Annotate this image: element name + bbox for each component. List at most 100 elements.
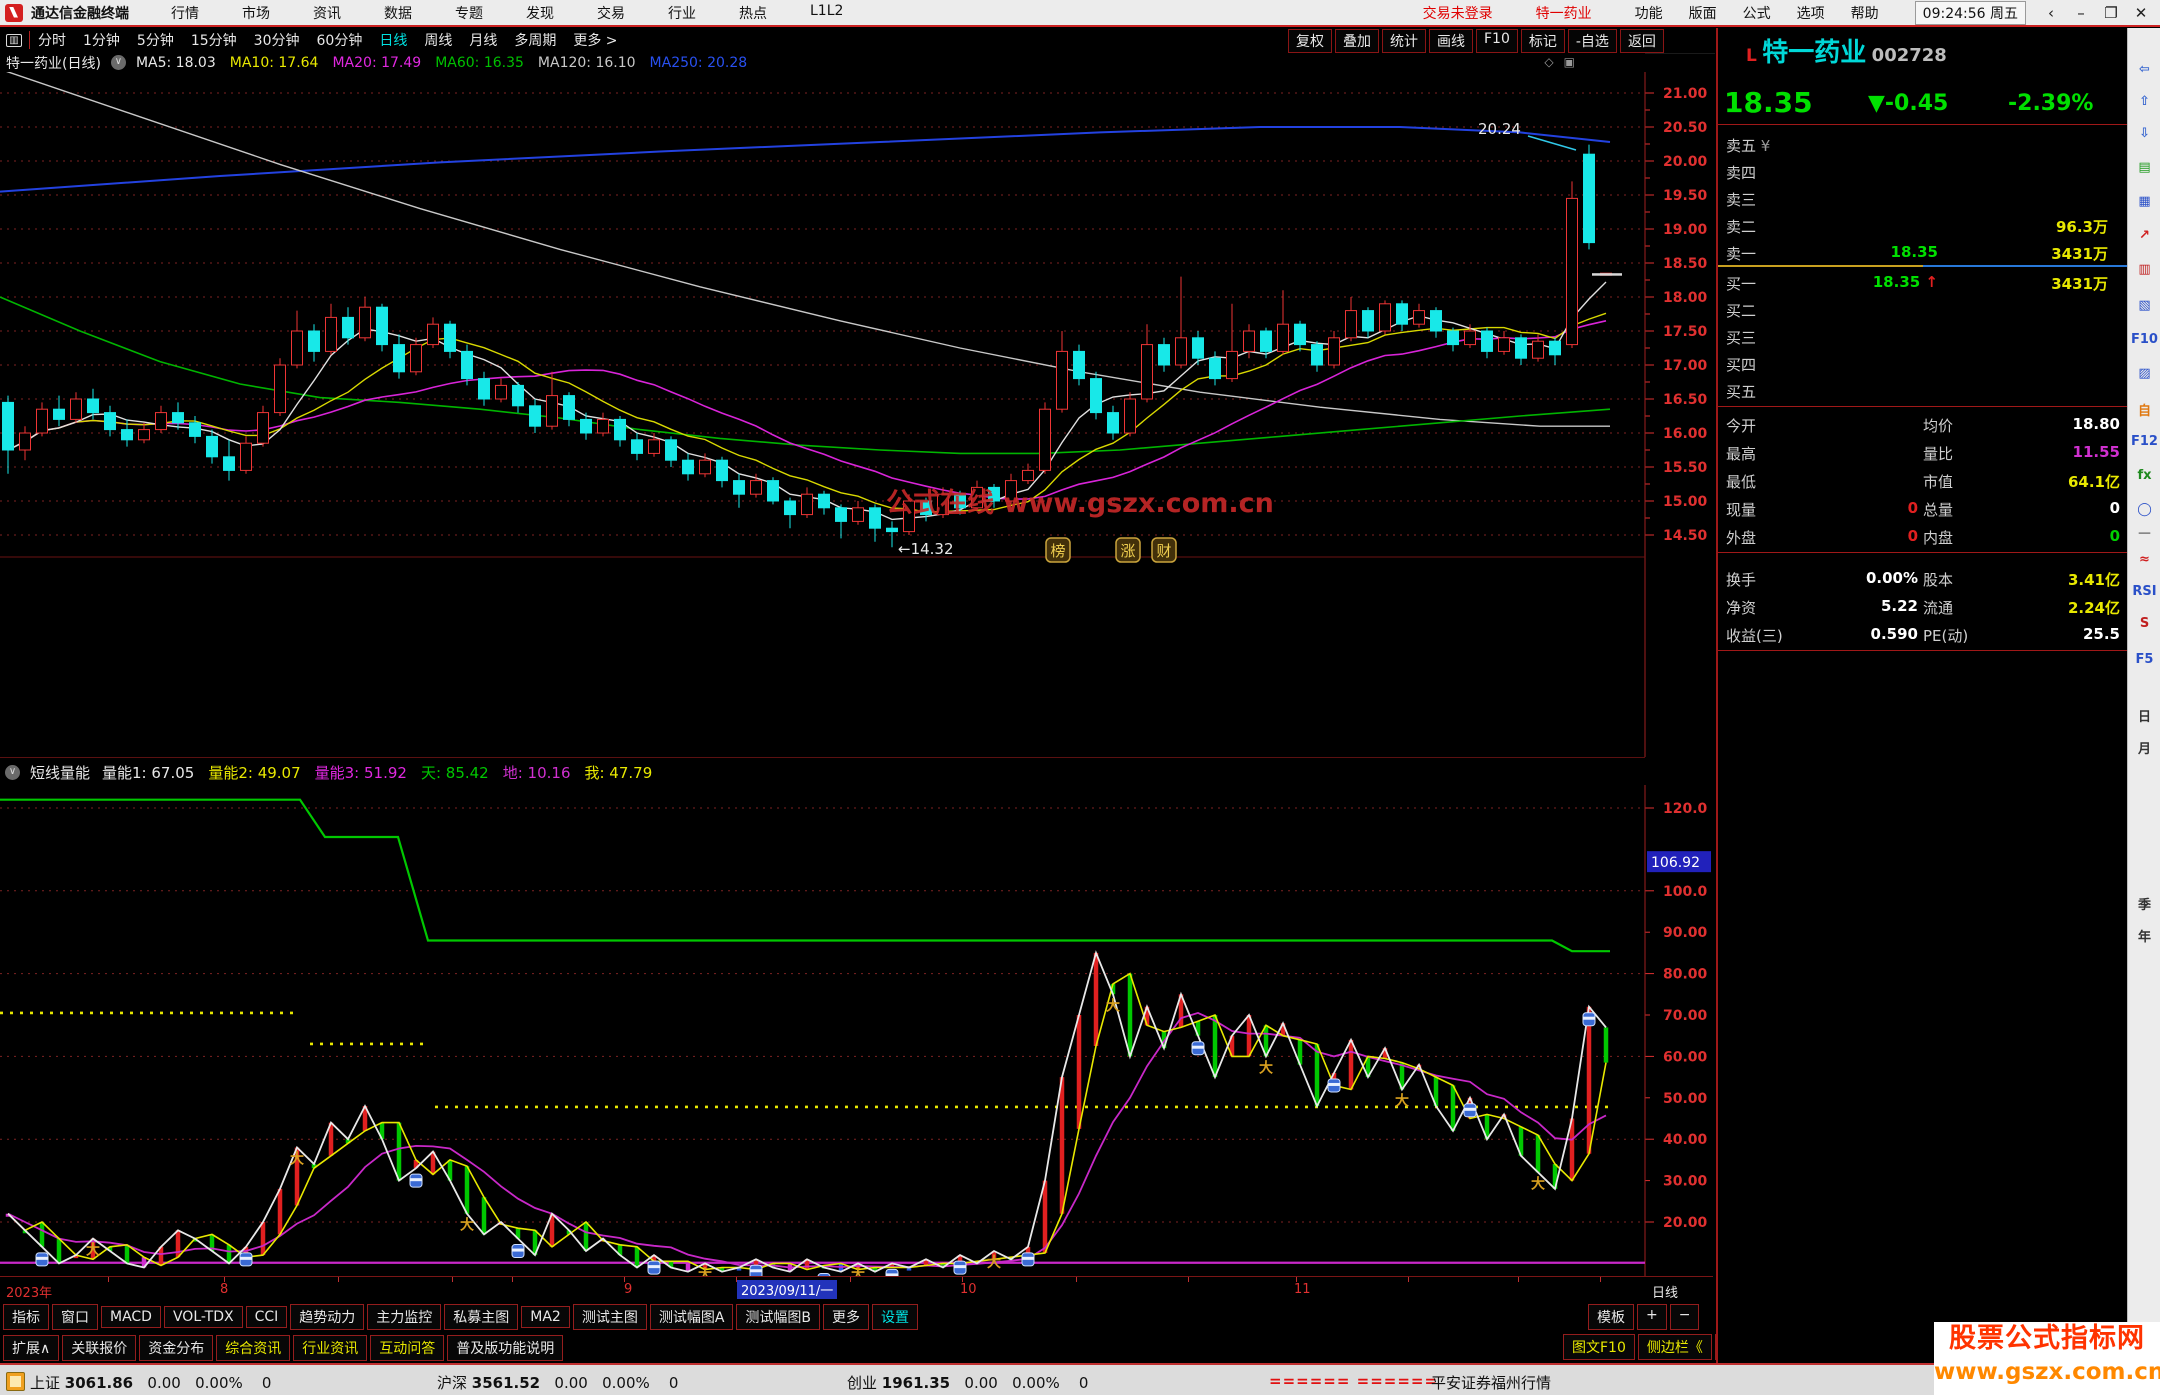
period-15分钟[interactable]: 15分钟 [190, 33, 237, 49]
chart-corner-icons[interactable]: ◇▣ [1544, 55, 1585, 69]
tab-−[interactable]: − [1669, 1304, 1700, 1330]
side-icon-▦[interactable]: ▦ [2138, 194, 2151, 209]
period-日线[interactable]: 日线 [379, 33, 408, 49]
side-icon-◯[interactable]: ◯ [2137, 502, 2152, 517]
side-icon-⇩[interactable]: ⇩ [2139, 126, 2150, 141]
menu-item-数据[interactable]: 数据 [384, 5, 412, 22]
tab-图文F10[interactable]: 图文F10 [1563, 1334, 1635, 1360]
bid-row-买四[interactable]: 买四 [1726, 356, 1757, 374]
menu-item-选项[interactable]: 选项 [1796, 5, 1825, 22]
menu-item-行情[interactable]: 行情 [171, 5, 199, 22]
side-icon-▥[interactable]: ▥ [2138, 262, 2151, 277]
tab-模板[interactable]: 模板 [1588, 1304, 1634, 1330]
period-更多 >[interactable]: 更多 > [573, 33, 618, 49]
period-60分钟[interactable]: 60分钟 [316, 33, 363, 49]
ask-row-卖四[interactable]: 卖四 [1726, 164, 1757, 182]
layout-icon[interactable]: ▥ [6, 33, 22, 47]
period-多周期[interactable]: 多周期 [514, 33, 557, 49]
index-quote-创业[interactable]: 创业 1961.35 0.00 0.00% 0 [847, 1374, 1089, 1392]
menu-item-公式[interactable]: 公式 [1742, 5, 1771, 22]
toolbar-button-标记[interactable]: 标记 [1520, 29, 1565, 53]
tab-测试幅图A[interactable]: 测试幅图A [649, 1304, 734, 1330]
tab-指标[interactable]: 指标 [3, 1304, 49, 1330]
bid-row-买二[interactable]: 买二 [1726, 302, 1757, 320]
period-30分钟[interactable]: 30分钟 [253, 33, 300, 49]
tab-综合资讯[interactable]: 综合资讯 [216, 1334, 291, 1361]
tab-互动问答[interactable]: 互动问答 [370, 1334, 445, 1361]
side-icon-年[interactable]: 年 [2137, 930, 2151, 945]
toolbar-button-复权[interactable]: 复权 [1288, 29, 1332, 53]
side-icon-—[interactable]: — [2138, 526, 2151, 541]
toolbar-button-统计[interactable]: 统计 [1382, 29, 1426, 53]
period-1分钟[interactable]: 1分钟 [83, 33, 120, 49]
tab-窗口[interactable]: 窗口 [52, 1304, 98, 1330]
menu-item-交易[interactable]: 交易 [597, 5, 625, 22]
tab-+[interactable]: + [1637, 1304, 1667, 1330]
tab-更多[interactable]: 更多 [823, 1304, 870, 1330]
ask-row-卖五[interactable]: 卖五 ¥ [1726, 137, 1771, 155]
tab-趋势动力[interactable]: 趋势动力 [290, 1304, 365, 1330]
menu-item-L1L2[interactable]: L1L2 [810, 2, 844, 19]
back-button[interactable]: ‹ [2048, 3, 2054, 22]
indicator-chart-canvas[interactable]: 120.0 100.0 90.00 80.00 70.00 60.00 50.00 40.00… [0, 785, 1713, 1276]
side-icon-⇧[interactable]: ⇧ [2139, 94, 2150, 109]
side-icon-↗[interactable]: ↗ [2139, 228, 2150, 243]
tab-测试主图[interactable]: 测试主图 [572, 1304, 647, 1330]
ask-row-卖一[interactable]: 卖一 18.35 3431万 [1726, 243, 2108, 263]
tab-资金分布[interactable]: 资金分布 [139, 1334, 214, 1361]
side-icon-S[interactable]: S [2139, 616, 2150, 631]
minimize-button[interactable]: – [2077, 3, 2085, 22]
side-icon-月[interactable]: 月 [2137, 742, 2151, 757]
broker-name[interactable]: 平安证券福州行情 [1431, 1374, 1552, 1392]
menu-item-资讯[interactable]: 资讯 [313, 5, 341, 22]
side-icon-季[interactable]: 季 [2137, 898, 2151, 913]
side-icon-≈[interactable]: ≈ [2139, 552, 2150, 567]
chevron-down-icon[interactable]: ∨ [5, 764, 20, 780]
menu-item-帮助[interactable]: 帮助 [1850, 5, 1879, 22]
close-button[interactable]: ✕ [2134, 3, 2148, 22]
toolbar-button-画线[interactable]: 画线 [1429, 29, 1473, 53]
side-icon-日[interactable]: 日 [2137, 710, 2151, 725]
menu-item-热点[interactable]: 热点 [739, 5, 767, 22]
period-分时[interactable]: 分时 [38, 33, 66, 49]
menu-item-专题[interactable]: 专题 [455, 5, 483, 22]
menu-item-行业[interactable]: 行业 [668, 5, 696, 22]
side-icon-自[interactable]: 自 [2137, 404, 2151, 419]
index-quote-上证[interactable]: 上证 3061.86 0.00 0.00% 0 [30, 1374, 272, 1392]
side-icon-▤[interactable]: ▤ [2138, 160, 2151, 175]
side-icon-▧[interactable]: ▧ [2138, 298, 2151, 313]
toolbar-button-返回[interactable]: 返回 [1619, 29, 1664, 53]
tab-CCI[interactable]: CCI [245, 1306, 288, 1328]
toolbar-button-叠加[interactable]: 叠加 [1335, 29, 1379, 53]
tab-MACD[interactable]: MACD [101, 1306, 161, 1328]
tab-设置[interactable]: 设置 [872, 1304, 919, 1330]
period-月线[interactable]: 月线 [469, 33, 498, 49]
chevron-down-icon[interactable]: ∨ [110, 55, 126, 70]
active-stock-shortcut[interactable]: 特一药业 [1535, 5, 1592, 22]
tab-VOL-TDX[interactable]: VOL-TDX [163, 1306, 243, 1328]
bid-row-买五[interactable]: 买五 [1726, 383, 1757, 401]
menu-item-市场[interactable]: 市场 [242, 5, 270, 22]
tab-关联报价[interactable]: 关联报价 [62, 1334, 137, 1361]
side-icon-▨[interactable]: ▨ [2138, 366, 2151, 381]
toolbar-button-F10[interactable]: F10 [1476, 29, 1518, 53]
side-icon-F5[interactable]: F5 [2135, 652, 2154, 667]
main-chart-canvas[interactable]: 21.00 20.50 20.00 19.50 19.00 18.50 18.00 17.50… [0, 72, 1713, 757]
tab-测试幅图B[interactable]: 测试幅图B [736, 1304, 821, 1330]
side-icon-⇦[interactable]: ⇦ [2139, 62, 2150, 77]
menu-item-功能[interactable]: 功能 [1634, 5, 1663, 22]
bid-row-买三[interactable]: 买三 [1726, 329, 1757, 347]
tab-普及版功能说明[interactable]: 普及版功能说明 [447, 1334, 564, 1361]
ask-row-卖二[interactable]: 卖二 96.3万 [1726, 218, 2108, 236]
period-周线[interactable]: 周线 [424, 33, 453, 49]
side-icon-F12[interactable]: F12 [2131, 434, 2158, 449]
tab-行业资讯[interactable]: 行业资讯 [293, 1334, 368, 1361]
menu-item-发现[interactable]: 发现 [526, 5, 554, 22]
login-status[interactable]: 交易未登录 [1422, 5, 1493, 22]
tab-MA2[interactable]: MA2 [521, 1306, 570, 1328]
side-icon-fx[interactable]: fx [2137, 468, 2152, 483]
restore-button[interactable]: ❐ [2104, 3, 2118, 22]
side-icon-F10[interactable]: F10 [2131, 332, 2158, 347]
menu-item-版面[interactable]: 版面 [1688, 5, 1717, 22]
tab-主力监控[interactable]: 主力监控 [367, 1304, 442, 1330]
